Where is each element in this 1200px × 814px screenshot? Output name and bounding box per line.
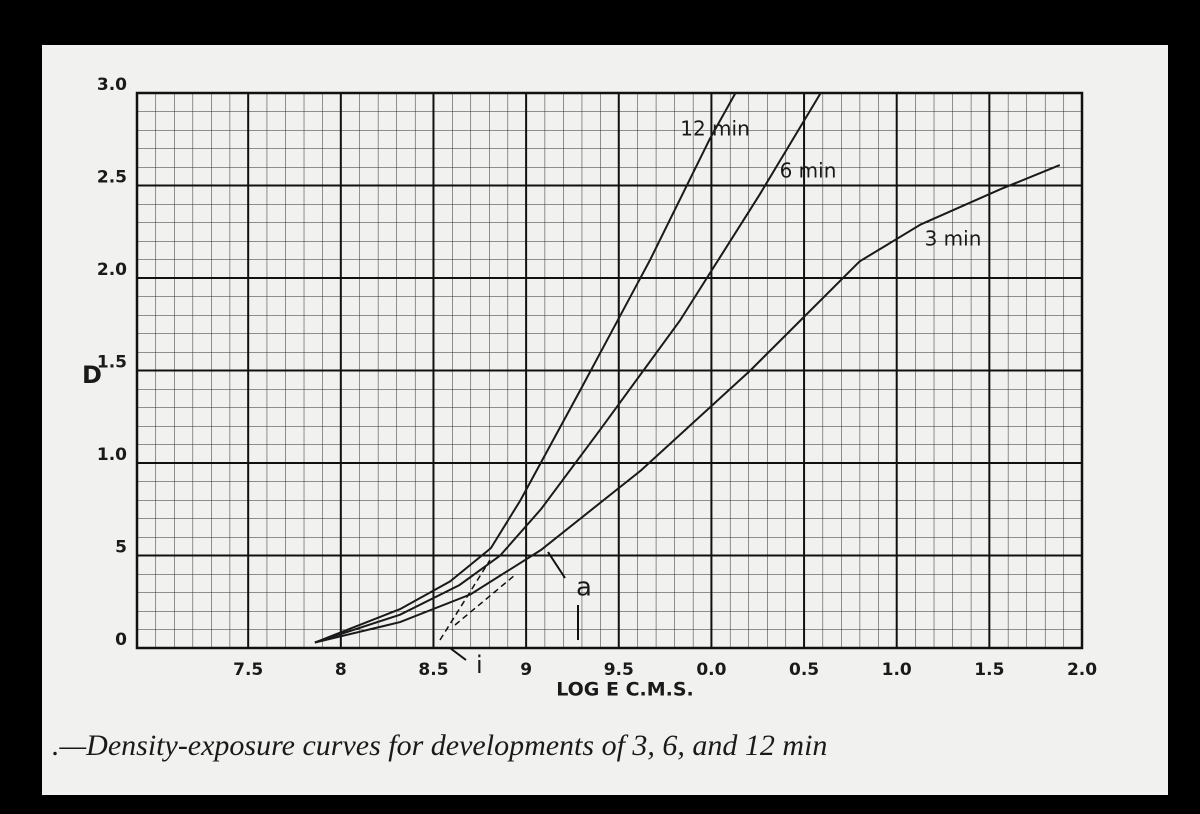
x-axis-label: LOG E C.M.S. [556, 679, 694, 701]
x-tick-label: 2.0 [1067, 660, 1097, 680]
y-tick-label: 2.5 [97, 168, 127, 188]
x-tick-label: 1.0 [882, 660, 912, 680]
y-tick-label: 1.0 [97, 445, 127, 465]
y-tick-label: 0 [115, 630, 127, 650]
x-tick-label: 9 [520, 660, 532, 680]
x-tick-label: 9.5 [604, 660, 634, 680]
y-tick-label: 5 [115, 538, 127, 558]
extrapolation [439, 559, 491, 641]
curve-label: 6 min [780, 159, 837, 183]
caption: .—Density-exposure curves for developmen… [52, 729, 827, 762]
y-axis-label: D [82, 361, 102, 389]
x-tick-label: 0.5 [789, 660, 819, 680]
x-tick-label: 8 [335, 660, 347, 680]
x-tick-label: 8.5 [418, 660, 448, 680]
annotation-arrow [547, 551, 566, 579]
curve [314, 92, 737, 644]
extrapolation [454, 574, 516, 626]
x-tick-label: 7.5 [233, 660, 263, 680]
y-tick-label: 1.5 [97, 353, 127, 373]
plot-frame [135, 91, 1084, 650]
y-tick-label: 2.0 [97, 260, 127, 280]
curve [314, 164, 1061, 644]
x-tick-label: 0.0 [696, 660, 726, 680]
x-tick-label: 1.5 [974, 660, 1004, 680]
curve-label: 3 min [925, 227, 982, 251]
annotation-arrow [449, 647, 467, 661]
curve [314, 92, 822, 644]
annotation: i [476, 651, 483, 679]
curve-label: 12 min [680, 117, 750, 141]
annotation: a [576, 573, 592, 603]
y-tick-label: 3.0 [97, 75, 127, 95]
